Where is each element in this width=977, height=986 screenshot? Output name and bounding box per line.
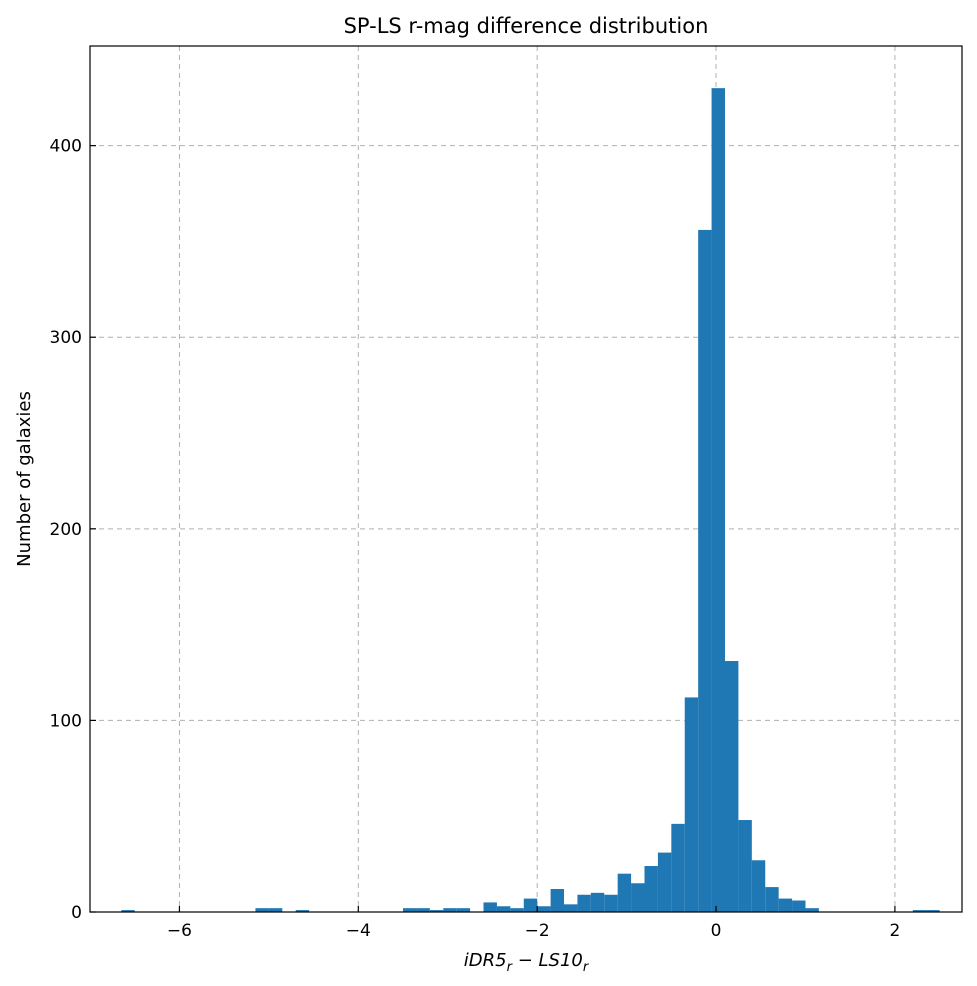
- y-tick-label: 100: [50, 711, 82, 731]
- histogram-bar: [537, 906, 551, 912]
- histogram-bar: [684, 697, 699, 912]
- histogram-bar: [657, 852, 672, 912]
- histogram-bar: [403, 908, 417, 912]
- histogram-bar: [738, 820, 752, 912]
- x-tick-label: −6: [167, 921, 192, 941]
- bars-layer: [121, 88, 940, 912]
- histogram-bar: [711, 88, 725, 912]
- x-axis-label-subscript: r: [507, 960, 514, 975]
- x-tick-label: −2: [525, 921, 550, 941]
- histogram-bar: [550, 889, 565, 912]
- histogram-bar: [121, 910, 135, 912]
- x-axis-label: iDR5r − LS10r: [464, 950, 590, 975]
- axis-layer: −6 −4 −2 0 2 0 100 200 300 400: [50, 45, 963, 941]
- plot-frame: [89, 45, 963, 913]
- y-axis-label: Number of galaxies: [14, 391, 35, 567]
- y-tick-label: 300: [50, 328, 82, 348]
- y-tick-label: 0: [71, 903, 82, 923]
- histogram-bar: [295, 910, 310, 912]
- histogram-bar: [456, 908, 471, 912]
- histogram-bar: [268, 908, 283, 912]
- histogram-bar: [483, 902, 497, 912]
- histogram-bar: [590, 892, 605, 912]
- histogram-bar: [644, 866, 658, 912]
- histogram-bar: [523, 898, 538, 912]
- histogram-bar: [805, 908, 819, 912]
- histogram-bar: [751, 860, 766, 912]
- histogram-bar: [416, 908, 430, 912]
- histogram-bar: [577, 894, 591, 912]
- histogram-bar: [926, 910, 940, 912]
- histogram-bar: [564, 904, 578, 912]
- histogram-bar: [496, 906, 511, 912]
- histogram-bar: [778, 898, 793, 912]
- x-axis-label-subscript: r: [583, 960, 590, 975]
- histogram-bar: [912, 910, 927, 912]
- y-tick-label: 400: [50, 137, 82, 157]
- histogram-bar: [792, 900, 806, 912]
- chart-title: SP-LS r-mag difference distribution: [344, 14, 709, 38]
- histogram-bar: [724, 661, 739, 912]
- y-tick-label: 200: [50, 520, 82, 540]
- x-tick-label: −4: [346, 921, 371, 941]
- histogram-bar: [443, 908, 457, 912]
- grid-layer: [90, 46, 962, 913]
- histogram-bar: [631, 883, 645, 912]
- histogram-bar: [698, 229, 712, 912]
- histogram-bar: [617, 873, 632, 912]
- histogram-bar: [255, 908, 269, 912]
- histogram-bar: [604, 894, 618, 912]
- x-tick-label: 0: [711, 921, 722, 941]
- x-tick-label: 2: [890, 921, 901, 941]
- histogram-bar: [765, 887, 779, 912]
- histogram-bar: [510, 908, 524, 912]
- histogram-bar: [671, 823, 685, 912]
- histogram-bar: [429, 910, 444, 912]
